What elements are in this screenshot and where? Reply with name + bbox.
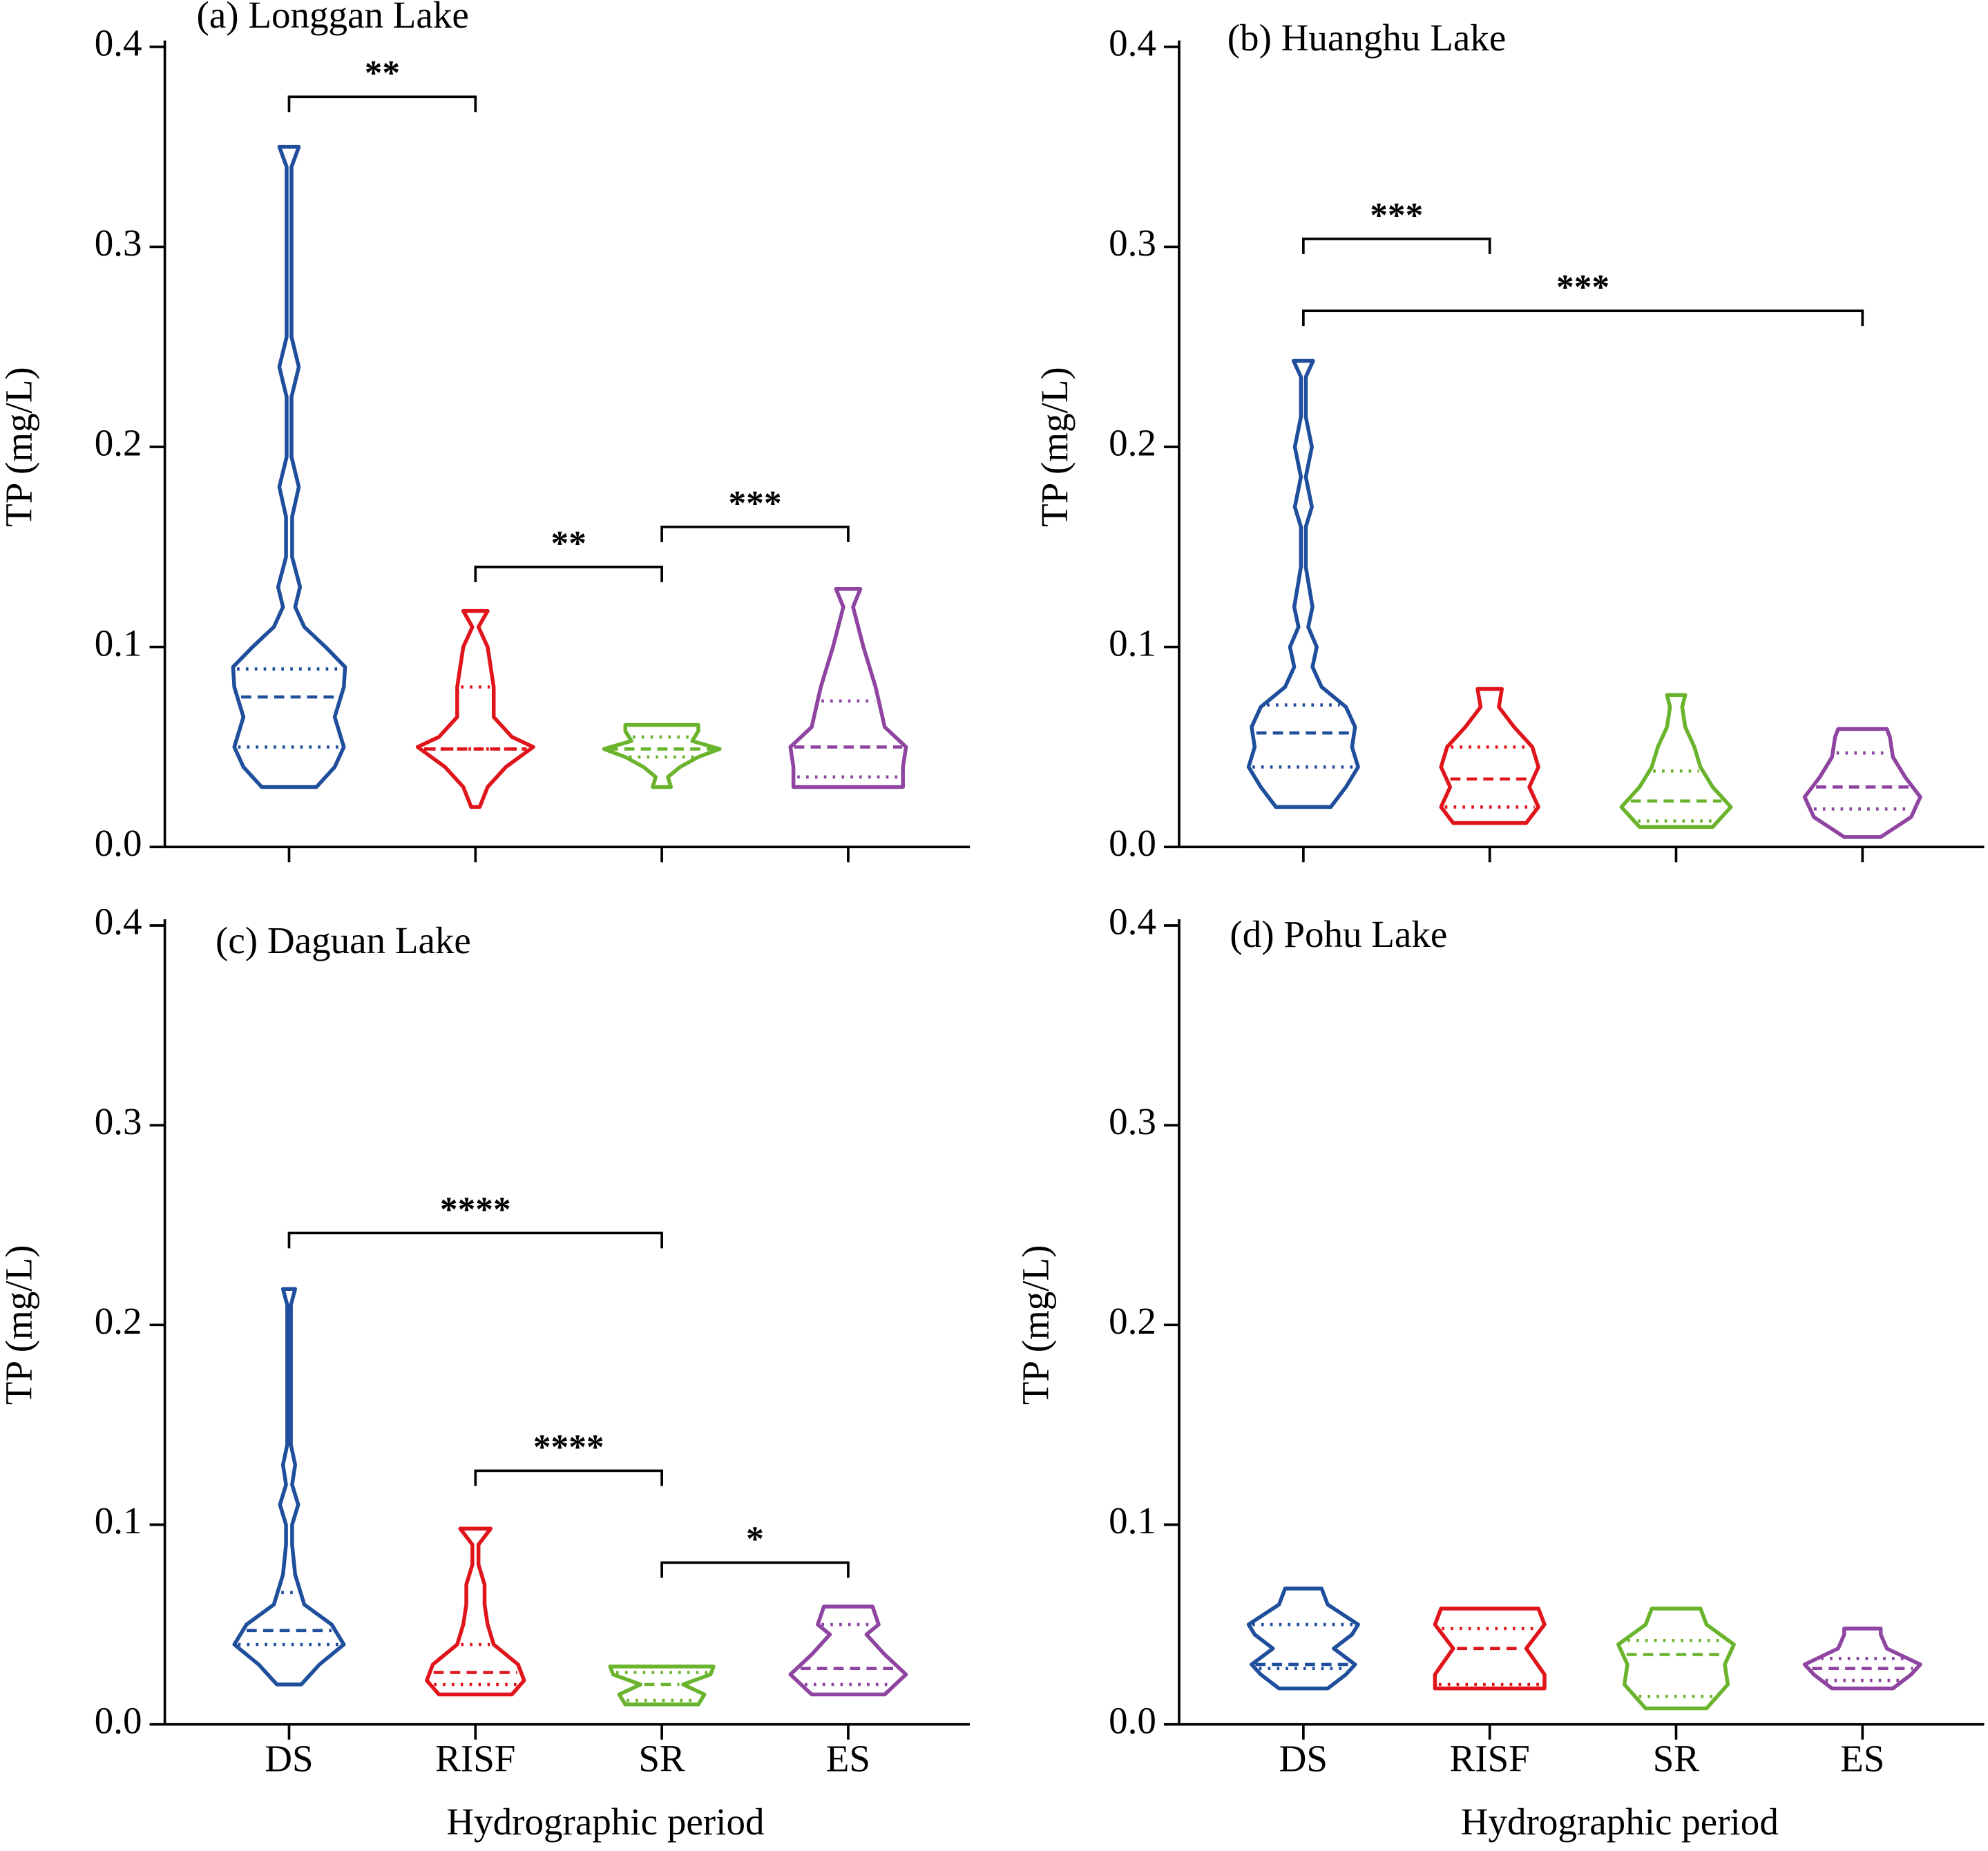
y-tick-label: 0.1 bbox=[95, 622, 142, 664]
x-tick-label: ES bbox=[826, 1737, 870, 1779]
y-tick-label: 0.2 bbox=[1109, 1300, 1156, 1342]
significance-label: **** bbox=[440, 1190, 511, 1229]
significance-bracket bbox=[474, 566, 663, 582]
violin bbox=[425, 1526, 526, 1697]
violin bbox=[1802, 1627, 1922, 1691]
significance-label: *** bbox=[1370, 195, 1423, 235]
significance-bracket bbox=[474, 1469, 663, 1486]
y-axis-label: TP (mg/L) bbox=[0, 367, 40, 527]
title: (d) Pohu Lake bbox=[1230, 913, 1447, 955]
violin bbox=[1616, 1607, 1736, 1711]
y-tick-label: 0.1 bbox=[1109, 622, 1156, 664]
y-tick-label: 0.2 bbox=[1109, 422, 1156, 464]
significance-label: *** bbox=[1556, 268, 1609, 307]
significance-label: * bbox=[746, 1519, 764, 1559]
violin bbox=[415, 608, 535, 809]
violin bbox=[1802, 727, 1922, 839]
y-axis-label: TP (mg/L) bbox=[1015, 1245, 1057, 1406]
y-tick-label: 0.0 bbox=[95, 822, 142, 864]
axis bbox=[1178, 40, 1985, 849]
y-tick-label: 0.2 bbox=[95, 1300, 142, 1342]
significance-label: **** bbox=[533, 1428, 604, 1467]
y-tick-label: 0.1 bbox=[1109, 1499, 1156, 1542]
violin bbox=[788, 1604, 908, 1697]
y-tick-label: 0.4 bbox=[95, 901, 142, 943]
y-tick-label: 0.4 bbox=[95, 21, 142, 64]
significance-bracket bbox=[1302, 309, 1864, 327]
violin bbox=[602, 722, 722, 789]
y-tick-label: 0.1 bbox=[95, 1499, 142, 1542]
violin bbox=[608, 1665, 716, 1707]
y-tick-label: 0.3 bbox=[95, 1100, 142, 1142]
y-axis-label: TP (mg/L) bbox=[0, 1245, 40, 1406]
violin bbox=[1433, 1607, 1547, 1691]
violin bbox=[1246, 358, 1360, 809]
y-tick-label: 0.2 bbox=[95, 422, 142, 464]
y-tick-label: 0.0 bbox=[1109, 822, 1156, 864]
x-tick-label: DS bbox=[265, 1737, 313, 1779]
y-tick-label: 0.3 bbox=[1109, 222, 1156, 264]
x-axis-label: Hydrographic period bbox=[446, 1801, 764, 1843]
axis bbox=[1178, 919, 1985, 1726]
y-tick-label: 0.4 bbox=[1109, 901, 1156, 943]
title: (a) Longgan Lake bbox=[196, 0, 468, 36]
significance-bracket bbox=[660, 1561, 850, 1578]
violin bbox=[231, 144, 347, 789]
violin bbox=[1246, 1586, 1360, 1691]
significance-label: ** bbox=[365, 54, 400, 93]
y-tick-label: 0.0 bbox=[95, 1699, 142, 1741]
x-tick-label: RISF bbox=[1450, 1737, 1530, 1779]
violin bbox=[1619, 693, 1733, 829]
x-axis-label: Hydrographic period bbox=[1461, 1801, 1779, 1843]
x-tick-label: SR bbox=[1653, 1737, 1700, 1779]
significance-label: *** bbox=[728, 483, 781, 523]
significance-bracket bbox=[287, 1231, 663, 1249]
y-tick-label: 0.3 bbox=[95, 222, 142, 264]
x-tick-label: RISF bbox=[435, 1737, 515, 1779]
violin bbox=[232, 1287, 346, 1687]
violin bbox=[788, 586, 908, 789]
title: (b) Huanghu Lake bbox=[1227, 17, 1507, 59]
significance-label: ** bbox=[551, 524, 586, 563]
y-tick-label: 0.0 bbox=[1109, 1699, 1156, 1741]
x-tick-label: SR bbox=[638, 1737, 685, 1779]
x-tick-label: DS bbox=[1279, 1737, 1328, 1779]
y-tick-label: 0.4 bbox=[1109, 21, 1156, 64]
x-tick-label: ES bbox=[1840, 1737, 1884, 1779]
significance-bracket bbox=[287, 95, 477, 113]
significance-bracket bbox=[1302, 238, 1491, 254]
title: (c) Daguan Lake bbox=[216, 919, 471, 961]
significance-bracket bbox=[660, 526, 850, 542]
y-tick-label: 0.3 bbox=[1109, 1100, 1156, 1142]
violin bbox=[1439, 687, 1540, 825]
y-axis-label: TP (mg/L) bbox=[1033, 367, 1076, 527]
